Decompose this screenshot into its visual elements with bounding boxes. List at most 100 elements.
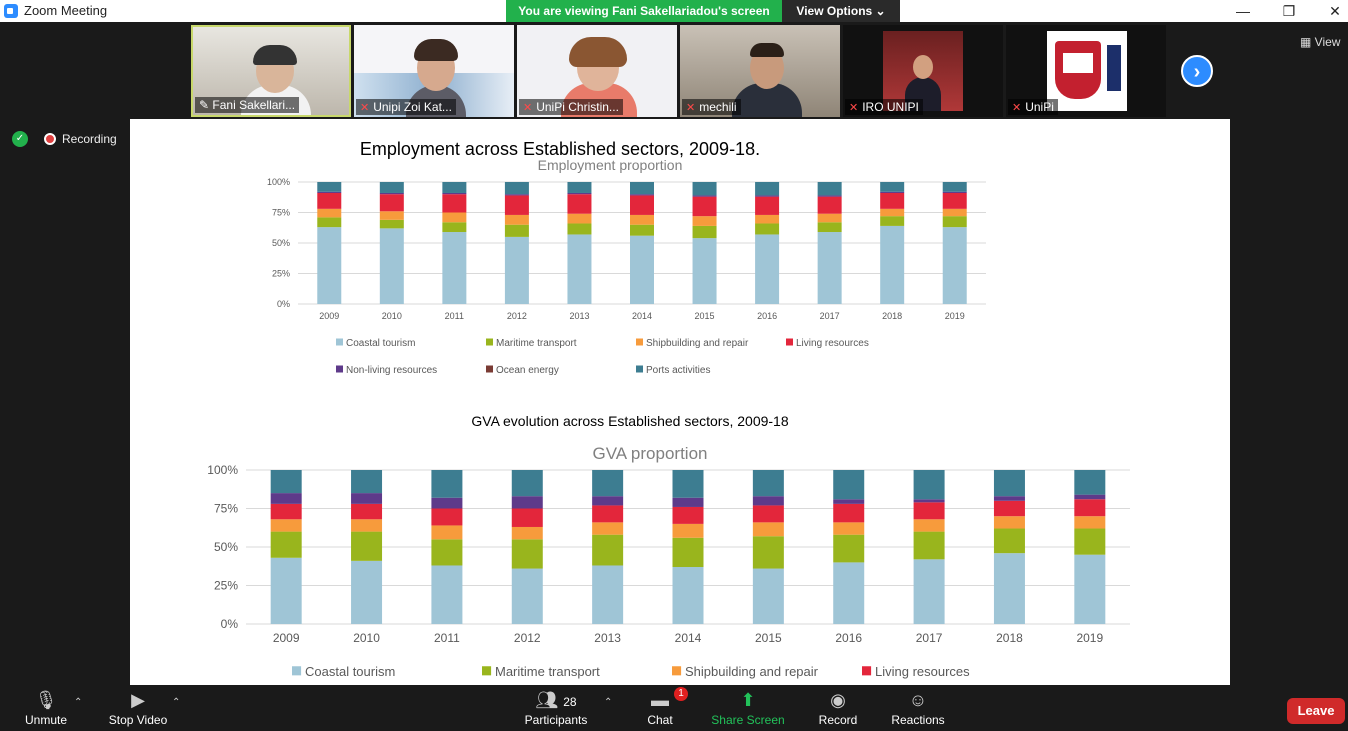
x-tick-label: 2009 — [273, 631, 300, 645]
participant-tile[interactable]: ✕ mechili — [680, 25, 840, 117]
bar-segment — [567, 213, 592, 224]
bar-segment — [692, 195, 717, 197]
bar-segment — [993, 470, 1025, 497]
participants-count: 28 — [563, 695, 577, 709]
x-tick-label: 2019 — [1076, 631, 1103, 645]
chevron-up-icon[interactable]: ⌃ — [172, 697, 181, 708]
view-button[interactable]: ▦ View — [1300, 35, 1341, 49]
bar-segment — [431, 508, 463, 526]
bar-segment — [504, 236, 529, 304]
shield-icon[interactable]: ✓ — [12, 131, 28, 147]
bar-segment — [752, 568, 784, 624]
x-tick-label: 2011 — [445, 311, 464, 321]
bar-segment — [880, 192, 905, 209]
share-screen-button[interactable]: ⬆ Share Screen — [710, 685, 786, 731]
bar-segment — [351, 493, 383, 504]
bar-segment — [504, 195, 529, 215]
participants-button[interactable]: 👥︎ 28 Participants — [524, 690, 588, 727]
participant-tile[interactable]: ✕ UniPi Christin... — [517, 25, 677, 117]
chat-button[interactable]: ▬ 1 Chat — [640, 685, 688, 731]
minimize-button[interactable]: — — [1236, 3, 1250, 19]
bar-segment — [270, 557, 302, 624]
reactions-button[interactable]: ☺ Reactions — [888, 685, 948, 731]
restore-button[interactable]: ❐ — [1282, 3, 1296, 19]
slide-title-employment: Employment across Established sectors, 2… — [359, 139, 761, 159]
bar-segment — [672, 523, 704, 538]
stop-video-button[interactable]: ▶ Stop Video — [103, 685, 173, 731]
bar-segment — [504, 214, 529, 225]
participant-tile[interactable]: ✕ UniPi — [1006, 25, 1166, 117]
bar-segment — [270, 493, 302, 504]
bar-segment — [752, 536, 784, 569]
bar-segment — [993, 528, 1025, 554]
x-tick-label: 2010 — [353, 631, 380, 645]
bar-segment — [833, 499, 865, 504]
leave-button[interactable]: Leave — [1287, 698, 1345, 724]
x-tick-label: 2011 — [434, 631, 460, 645]
x-tick-label: 2014 — [632, 311, 652, 321]
bar-segment — [379, 182, 404, 193]
x-tick-label: 2018 — [996, 631, 1023, 645]
bar-segment — [913, 499, 945, 503]
bar-segment — [630, 214, 654, 225]
muted-mic-icon: ✕ — [523, 102, 533, 114]
bar-segment — [817, 232, 842, 304]
muted-mic-icon: ✕ — [849, 102, 859, 114]
bar-segment — [692, 196, 717, 217]
legend-swatch — [336, 365, 343, 373]
bar-segment — [942, 208, 967, 217]
bar-segment — [880, 182, 905, 192]
view-options-button[interactable]: View Options ⌄ — [782, 0, 900, 22]
bar-segment — [630, 235, 654, 304]
bar-segment — [431, 525, 463, 540]
bar-segment — [567, 223, 592, 235]
bar-segment — [993, 553, 1025, 624]
record-button[interactable]: ◉ Record — [815, 685, 861, 731]
bar-segment — [833, 522, 865, 535]
y-tick-label: 25% — [214, 579, 238, 593]
bar-segment — [592, 534, 624, 566]
legend-swatch — [862, 666, 872, 676]
bar-segment — [755, 196, 780, 215]
bar-segment — [942, 192, 967, 209]
close-button[interactable]: ✕ — [1329, 3, 1341, 19]
unipi-logo-icon — [1047, 31, 1127, 111]
recording-indicator: Recording — [44, 130, 117, 148]
bar-segment — [752, 522, 784, 537]
bar-segment — [942, 216, 967, 228]
bar-segment — [672, 497, 704, 507]
participant-tile[interactable]: ✕ IRO UNIPI — [843, 25, 1003, 117]
legend-label: Maritime transport — [496, 338, 577, 349]
bar-segment — [270, 503, 302, 520]
unmute-button[interactable]: 🎙︎ Unmute — [16, 685, 76, 731]
bar-segment — [511, 496, 543, 509]
chevron-right-icon[interactable]: › — [1181, 55, 1213, 87]
bar-segment — [913, 519, 945, 532]
bar-segment — [431, 497, 463, 509]
muted-mic-icon: 🎙︎ — [34, 690, 58, 710]
bar-segment — [431, 470, 463, 498]
participant-tile[interactable]: ✕ Unipi Zoi Kat... — [354, 25, 514, 117]
bar-segment — [442, 222, 467, 233]
legend-swatch — [292, 666, 302, 676]
bar-segment — [833, 470, 865, 500]
bar-segment — [755, 182, 780, 196]
bar-segment — [880, 225, 905, 304]
bar-segment — [913, 559, 945, 624]
bar-segment — [351, 560, 383, 624]
bar-segment — [672, 470, 704, 498]
bar-segment — [351, 519, 383, 532]
participant-tile[interactable]: ✎ Fani Sakellari... — [191, 25, 351, 117]
bar-segment — [942, 182, 967, 192]
legend-swatch — [486, 365, 493, 373]
bar-segment — [592, 505, 624, 523]
bar-segment — [270, 531, 302, 558]
bar-segment — [317, 227, 342, 304]
chevron-up-icon[interactable]: ⌃ — [604, 697, 613, 708]
bar-segment — [755, 223, 780, 235]
legend-swatch — [636, 365, 643, 373]
x-tick-label: 2013 — [569, 311, 589, 321]
shared-screen: Employment across Established sectors, 2… — [130, 119, 1230, 685]
chevron-up-icon[interactable]: ⌃ — [74, 697, 83, 708]
bar-segment — [672, 537, 704, 568]
